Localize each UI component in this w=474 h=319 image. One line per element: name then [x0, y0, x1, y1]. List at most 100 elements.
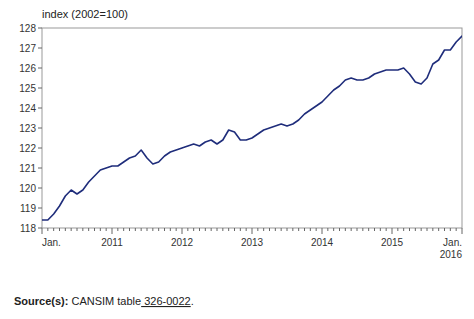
x-minor-tick: [257, 228, 258, 231]
x-tick-label-line: 2015: [381, 237, 404, 248]
x-minor-tick: [88, 228, 89, 231]
x-minor-tick: [47, 228, 48, 231]
x-minor-tick: [170, 228, 171, 231]
x-minor-tick: [71, 228, 72, 231]
x-minor-tick: [129, 228, 130, 231]
x-minor-tick: [362, 228, 363, 231]
x-minor-tick: [106, 228, 107, 231]
plot-frame: [42, 28, 462, 228]
y-tick-label: 127: [19, 43, 36, 54]
source-part: .: [191, 295, 194, 307]
y-tick: [38, 108, 42, 109]
x-minor-tick: [193, 228, 194, 231]
x-minor-tick: [263, 228, 264, 231]
y-tick: [38, 208, 42, 209]
y-tick-label: 123: [19, 123, 36, 134]
y-tick-label: 118: [20, 223, 36, 234]
x-minor-tick: [281, 228, 282, 231]
y-tick-label: 119: [20, 203, 36, 214]
source-part: CANSIM table: [68, 295, 141, 307]
x-tick: [252, 228, 253, 234]
source-note: Source(s): CANSIM table 326-0022.: [14, 295, 194, 307]
source-part: 326-0022: [141, 295, 191, 307]
x-minor-tick: [141, 228, 142, 231]
y-tick: [38, 48, 42, 49]
y-tick: [38, 168, 42, 169]
x-tick-label-line: 2013: [241, 237, 264, 248]
x-minor-tick: [351, 228, 352, 231]
y-tick-label: 124: [19, 103, 36, 114]
data-line: [42, 36, 462, 220]
x-minor-tick: [158, 228, 159, 231]
x-minor-tick: [432, 228, 433, 231]
x-minor-tick: [152, 228, 153, 231]
x-minor-tick: [421, 228, 422, 231]
x-tick-label: 2014: [311, 237, 334, 248]
x-tick-label-line: Jan.: [42, 237, 61, 248]
x-minor-tick: [397, 228, 398, 231]
x-minor-tick: [123, 228, 124, 231]
x-tick: [462, 228, 463, 234]
x-minor-tick: [403, 228, 404, 231]
x-minor-tick: [415, 228, 416, 231]
x-minor-tick: [59, 228, 60, 231]
x-minor-tick: [357, 228, 358, 231]
x-tick-label: 2011: [101, 237, 123, 248]
plot-area: [42, 36, 462, 220]
x-minor-tick: [234, 228, 235, 231]
x-minor-tick: [298, 228, 299, 231]
x-minor-tick: [53, 228, 54, 231]
x-minor-tick: [135, 228, 136, 231]
x-minor-tick: [222, 228, 223, 231]
source-part: Source(s):: [14, 295, 68, 307]
y-tick-label: 122: [19, 143, 36, 154]
x-minor-tick: [409, 228, 410, 231]
y-tick-label: 125: [19, 83, 36, 94]
x-minor-tick: [287, 228, 288, 231]
y-tick: [38, 68, 42, 69]
y-tick-label: 120: [19, 183, 36, 194]
x-tick-label: 2012: [171, 237, 194, 248]
x-minor-tick: [65, 228, 66, 231]
x-minor-tick: [275, 228, 276, 231]
x-tick-label-line: 2011: [101, 237, 123, 248]
x-minor-tick: [217, 228, 218, 231]
y-tick: [38, 148, 42, 149]
x-tick: [182, 228, 183, 234]
y-tick-label: 126: [19, 63, 36, 74]
x-minor-tick: [211, 228, 212, 231]
y-tick: [38, 88, 42, 89]
x-minor-tick: [456, 228, 457, 231]
x-minor-tick: [427, 228, 428, 231]
x-tick: [42, 228, 43, 234]
x-minor-tick: [368, 228, 369, 231]
x-tick-label-line: 2012: [171, 237, 194, 248]
x-minor-tick: [292, 228, 293, 231]
x-minor-tick: [82, 228, 83, 231]
x-minor-tick: [339, 228, 340, 231]
y-tick: [38, 28, 42, 29]
x-minor-tick: [327, 228, 328, 231]
x-tick-label: 2015: [381, 237, 404, 248]
y-tick: [38, 228, 42, 229]
x-minor-tick: [304, 228, 305, 231]
x-tick-label-line: 2014: [311, 237, 334, 248]
x-minor-tick: [345, 228, 346, 231]
x-minor-tick: [380, 228, 381, 231]
x-minor-tick: [176, 228, 177, 231]
x-minor-tick: [205, 228, 206, 231]
x-minor-tick: [450, 228, 451, 231]
x-minor-tick: [240, 228, 241, 231]
x-minor-tick: [310, 228, 311, 231]
x-minor-tick: [333, 228, 334, 231]
y-tick: [38, 128, 42, 129]
x-minor-tick: [246, 228, 247, 231]
x-minor-tick: [444, 228, 445, 231]
x-tick-label: Jan.: [42, 237, 61, 248]
y-tick-label: 121: [19, 163, 36, 174]
x-minor-tick: [77, 228, 78, 231]
x-tick-label-line: 2016: [440, 249, 463, 260]
x-minor-tick: [374, 228, 375, 231]
x-minor-tick: [438, 228, 439, 231]
x-tick: [112, 228, 113, 234]
